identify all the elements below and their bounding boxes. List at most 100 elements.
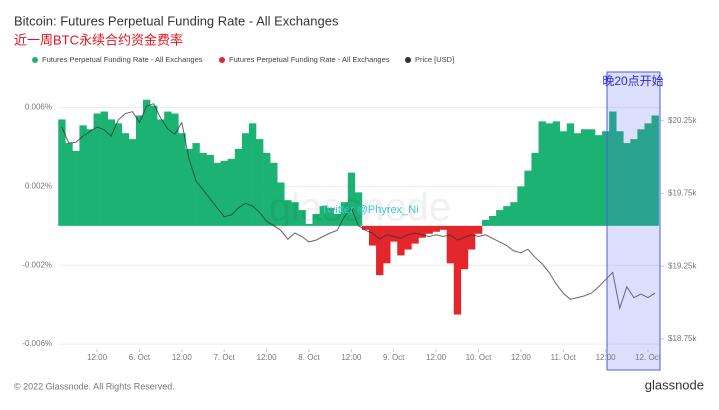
y2-tick-label: $19.25k <box>668 261 697 270</box>
funding-bar <box>178 133 186 226</box>
x-tick-label: 10. Oct <box>466 353 493 362</box>
x-tick-label: 11. Oct <box>551 353 577 362</box>
legend-label: Futures Perpetual Funding Rate - All Exc… <box>42 55 203 64</box>
x-tick-label: 12:00 <box>341 353 362 362</box>
funding-bar <box>503 206 511 226</box>
funding-bar <box>474 225 483 234</box>
funding-bar <box>510 202 518 226</box>
funding-bar <box>213 162 221 226</box>
funding-bar <box>241 133 250 226</box>
funding-bar <box>220 160 229 226</box>
funding-bar <box>255 139 264 226</box>
funding-bar <box>347 172 356 226</box>
x-tick-label: 12:00 <box>257 353 278 362</box>
funding-bar <box>559 131 568 226</box>
funding-bar <box>206 154 214 226</box>
funding-bar <box>524 170 532 226</box>
funding-bar <box>630 139 638 226</box>
x-tick-label: 12:00 <box>511 353 532 362</box>
x-tick-label: 9. Oct <box>383 353 405 362</box>
funding-bar <box>531 152 539 226</box>
funding-bar <box>580 129 589 226</box>
funding-bar <box>376 225 384 276</box>
funding-bar <box>446 225 455 264</box>
funding-bar <box>644 123 652 226</box>
funding-bar <box>623 143 631 226</box>
funding-bar <box>369 225 377 246</box>
funding-bar <box>171 113 179 226</box>
chart-title: Bitcoin: Futures Perpetual Funding Rate … <box>14 13 339 28</box>
funding-bar <box>150 105 158 226</box>
funding-bar <box>383 225 391 264</box>
footer: © 2022 Glassnode. All Rights Reserved. <box>14 381 175 391</box>
funding-bar <box>482 219 490 226</box>
y-tick-label: 0.002% <box>25 182 52 191</box>
funding-bar <box>128 139 137 226</box>
funding-bar <box>573 133 582 226</box>
funding-bar <box>65 143 73 226</box>
funding-bar <box>284 200 292 226</box>
funding-bar <box>354 192 363 226</box>
brand-logo: glassnode <box>645 377 704 392</box>
funding-bar <box>121 133 130 226</box>
funding-bar <box>460 225 469 270</box>
funding-bar <box>270 162 278 226</box>
funding-bar <box>602 131 610 226</box>
legend-label: Price [USD] <box>415 55 454 64</box>
funding-bar <box>291 202 299 226</box>
legend-label: Futures Perpetual Funding Rate - All Exc… <box>229 55 390 64</box>
funding-bar <box>651 115 659 226</box>
funding-bar <box>86 129 94 226</box>
legend-marker <box>32 57 38 63</box>
x-tick-label: 12:00 <box>596 353 617 362</box>
x-tick-label: 12:00 <box>426 353 447 362</box>
watermark-brand: glassnode <box>269 186 451 230</box>
funding-bar <box>298 210 306 226</box>
funding-bar <box>545 123 553 226</box>
funding-bar <box>404 225 412 250</box>
legend-marker <box>219 57 225 63</box>
funding-bar <box>312 214 320 226</box>
legend-marker <box>405 57 411 63</box>
price-line <box>61 103 656 311</box>
y2-tick-label: $18.75k <box>668 334 697 343</box>
funding-bar <box>305 223 313 226</box>
funding-bar <box>58 119 66 226</box>
funding-bar <box>390 225 398 242</box>
funding-bar <box>439 225 447 230</box>
funding-bar <box>72 150 80 226</box>
x-tick-label: 12. Oct <box>635 353 662 362</box>
annotation: 晚20点开始 <box>602 74 663 88</box>
y-tick-label: -0.002% <box>22 260 52 269</box>
funding-bar <box>263 152 271 226</box>
funding-bar <box>93 113 101 226</box>
funding-bar <box>538 121 546 226</box>
funding-bar <box>114 123 123 226</box>
chart-subtitle: 近一周BTC永续合约资金费率 <box>14 32 183 47</box>
funding-bar <box>192 143 200 226</box>
funding-bar <box>164 111 172 226</box>
funding-bar <box>517 186 525 226</box>
funding-bar <box>326 208 334 226</box>
funding-bar <box>425 225 433 234</box>
funding-bar <box>248 123 257 226</box>
funding-bar <box>340 202 349 226</box>
x-tick-label: 7. Oct <box>214 353 236 362</box>
watermark: Twitter @Phyrex_Ni <box>321 204 418 216</box>
y2-tick-label: $19.75k <box>668 189 697 198</box>
x-tick-label: 12:00 <box>172 353 193 362</box>
funding-bar <box>319 206 327 226</box>
y2-tick-label: $20.25k <box>668 116 697 125</box>
funding-bar <box>552 121 561 226</box>
x-tick-label: 8. Oct <box>298 353 320 362</box>
funding-bar <box>616 131 624 226</box>
funding-bar <box>135 115 144 226</box>
funding-bar <box>489 216 497 226</box>
funding-bar <box>277 182 285 226</box>
x-tick-label: 12:00 <box>87 353 108 362</box>
funding-bar <box>496 210 504 226</box>
y-tick-label: -0.006% <box>22 339 52 348</box>
funding-bar <box>333 214 342 226</box>
funding-bar <box>361 225 370 230</box>
